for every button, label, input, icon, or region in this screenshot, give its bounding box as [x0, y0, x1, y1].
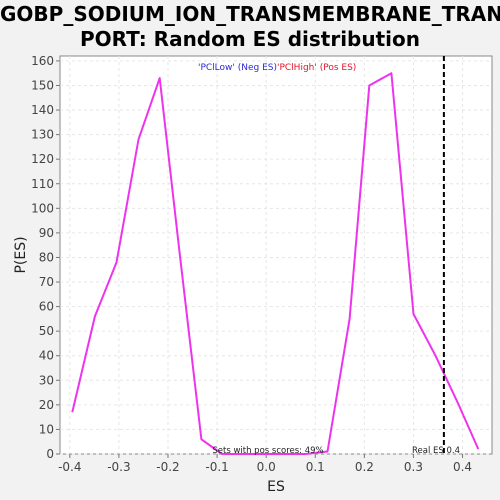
axis-ticks: 0 10 20 30 40 50 60 70 80 90 100 110 120 130 140 150 160… — [31, 54, 472, 474]
series — [71, 72, 480, 455]
chart-title-line2: PORT: Random ES distribution — [80, 27, 420, 51]
grid — [60, 56, 492, 455]
plot-area — [59, 55, 493, 455]
x-tick-label: -0.3 — [107, 460, 130, 474]
x-axis-label: ES — [267, 479, 285, 495]
pos-scores-annotation: Sets with pos scores: 49% — [212, 446, 323, 456]
real-es-annotation: Real ES 0.4 — [412, 446, 460, 456]
chart-title: GOBP_SODIUM_ION_TRANSMEMBRANE_TRANS PORT… — [0, 2, 500, 52]
chart-title-line1: GOBP_SODIUM_ION_TRANSMEMBRANE_TRANS — [0, 2, 500, 26]
x-tick-label: -0.1 — [205, 460, 228, 474]
x-tick-label: 0.3 — [404, 460, 423, 474]
y-tick-label: 110 — [31, 177, 54, 191]
y-tick-label: 80 — [39, 250, 54, 264]
x-tick-label: -0.2 — [156, 460, 179, 474]
y-tick-label: 10 — [39, 422, 54, 436]
y-tick-label: 90 — [39, 226, 54, 240]
y-tick-label: 30 — [39, 373, 54, 387]
y-tick-label: 100 — [31, 201, 54, 215]
x-tick-label: -0.4 — [58, 460, 81, 474]
y-tick-label: 150 — [31, 78, 54, 92]
x-tick-label: 0.1 — [306, 460, 325, 474]
y-tick-label: 140 — [31, 103, 54, 117]
y-tick-label: 160 — [31, 54, 54, 68]
es-distribution-line — [71, 72, 480, 455]
legend-neg-es: 'PClLow' (Neg ES) — [198, 63, 277, 73]
y-tick-label: 0 — [46, 447, 54, 461]
y-tick-label: 40 — [39, 349, 54, 363]
x-tick-label: 0.0 — [257, 460, 276, 474]
y-axis-label: P(ES) — [13, 236, 29, 273]
y-tick-label: 60 — [39, 300, 54, 314]
x-tick-label: 0.2 — [355, 460, 374, 474]
y-tick-label: 130 — [31, 128, 54, 142]
x-tick-label: 0.4 — [453, 460, 472, 474]
y-tick-label: 120 — [31, 152, 54, 166]
y-tick-label: 50 — [39, 324, 54, 338]
y-tick-label: 20 — [39, 398, 54, 412]
legend-pos-es: 'PClHigh' (Pos ES) — [277, 63, 356, 73]
y-tick-label: 70 — [39, 275, 54, 289]
